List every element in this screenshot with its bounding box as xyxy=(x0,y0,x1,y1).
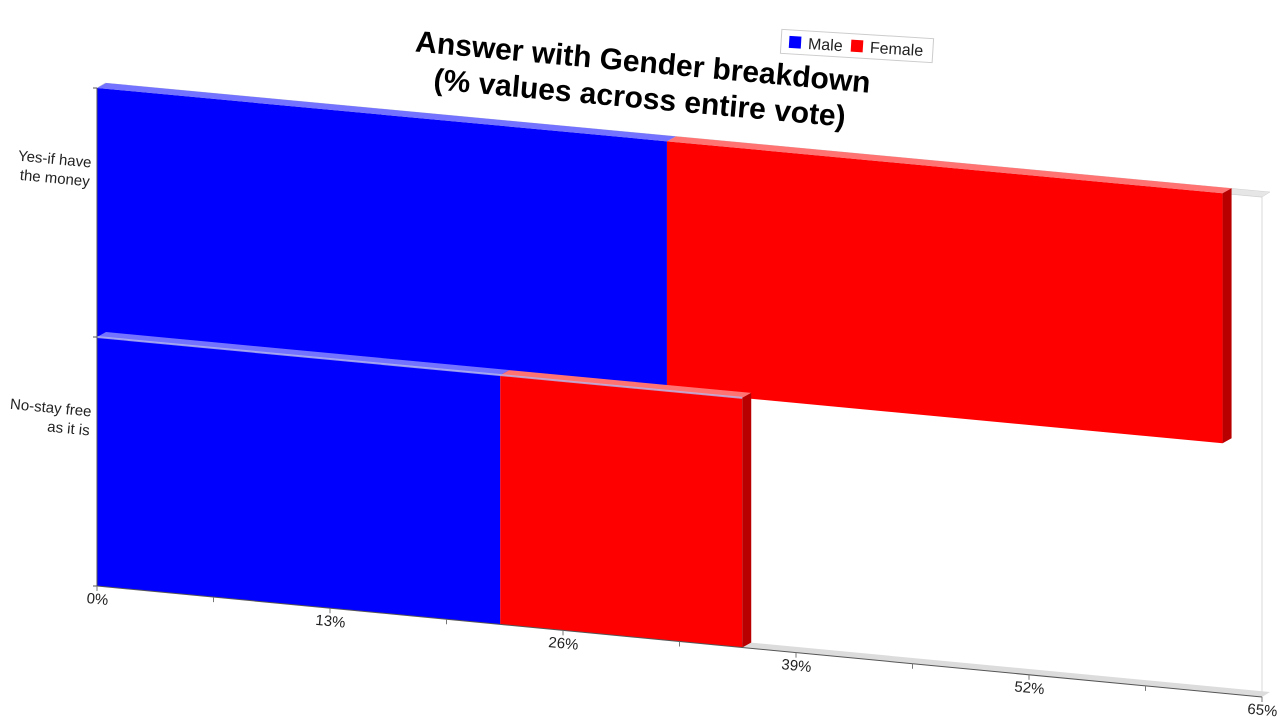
category-label-line: the money xyxy=(19,167,91,191)
category-label-line: No-stay free xyxy=(9,396,92,421)
bar-top-yes-male xyxy=(97,83,676,142)
x-tick-label: 65% xyxy=(1247,701,1278,720)
category-label: Yes-if havethe money xyxy=(15,148,92,191)
bar-side-no-female xyxy=(742,392,752,648)
bar-yes-male xyxy=(97,83,676,391)
bar-face-no-female xyxy=(500,375,743,648)
bar-top-no-female xyxy=(500,370,752,398)
x-tick-label: 0% xyxy=(86,590,109,609)
x-tick-label: 13% xyxy=(315,612,346,632)
x-tick-label: 52% xyxy=(1014,678,1045,698)
bar-face-yes-male xyxy=(97,88,667,391)
category-label-line: as it is xyxy=(47,418,91,439)
bar-no-male xyxy=(97,332,510,625)
category-label-line: Yes-if have xyxy=(17,148,92,172)
bars-group xyxy=(96,83,1232,648)
bar-face-no-male xyxy=(97,337,501,625)
legend-swatch-female xyxy=(850,39,864,53)
bar-side-yes-female xyxy=(1222,188,1232,444)
bar-top-yes-female xyxy=(666,136,1232,194)
category-label: No-stay freeas it is xyxy=(7,396,92,440)
x-tick-label: 39% xyxy=(781,656,812,676)
x-tick-label: 26% xyxy=(548,634,579,654)
bar-top-no-male xyxy=(97,332,510,376)
legend-swatch-male xyxy=(788,35,802,49)
category-separator xyxy=(96,336,743,399)
bar-no-female xyxy=(500,370,752,648)
legend-label-female: Female xyxy=(869,40,923,60)
bar-yes-female xyxy=(666,136,1232,444)
legend-label-male: Male xyxy=(807,36,843,55)
bar-face-yes-female xyxy=(666,141,1223,444)
legend: Male Female xyxy=(779,28,935,64)
